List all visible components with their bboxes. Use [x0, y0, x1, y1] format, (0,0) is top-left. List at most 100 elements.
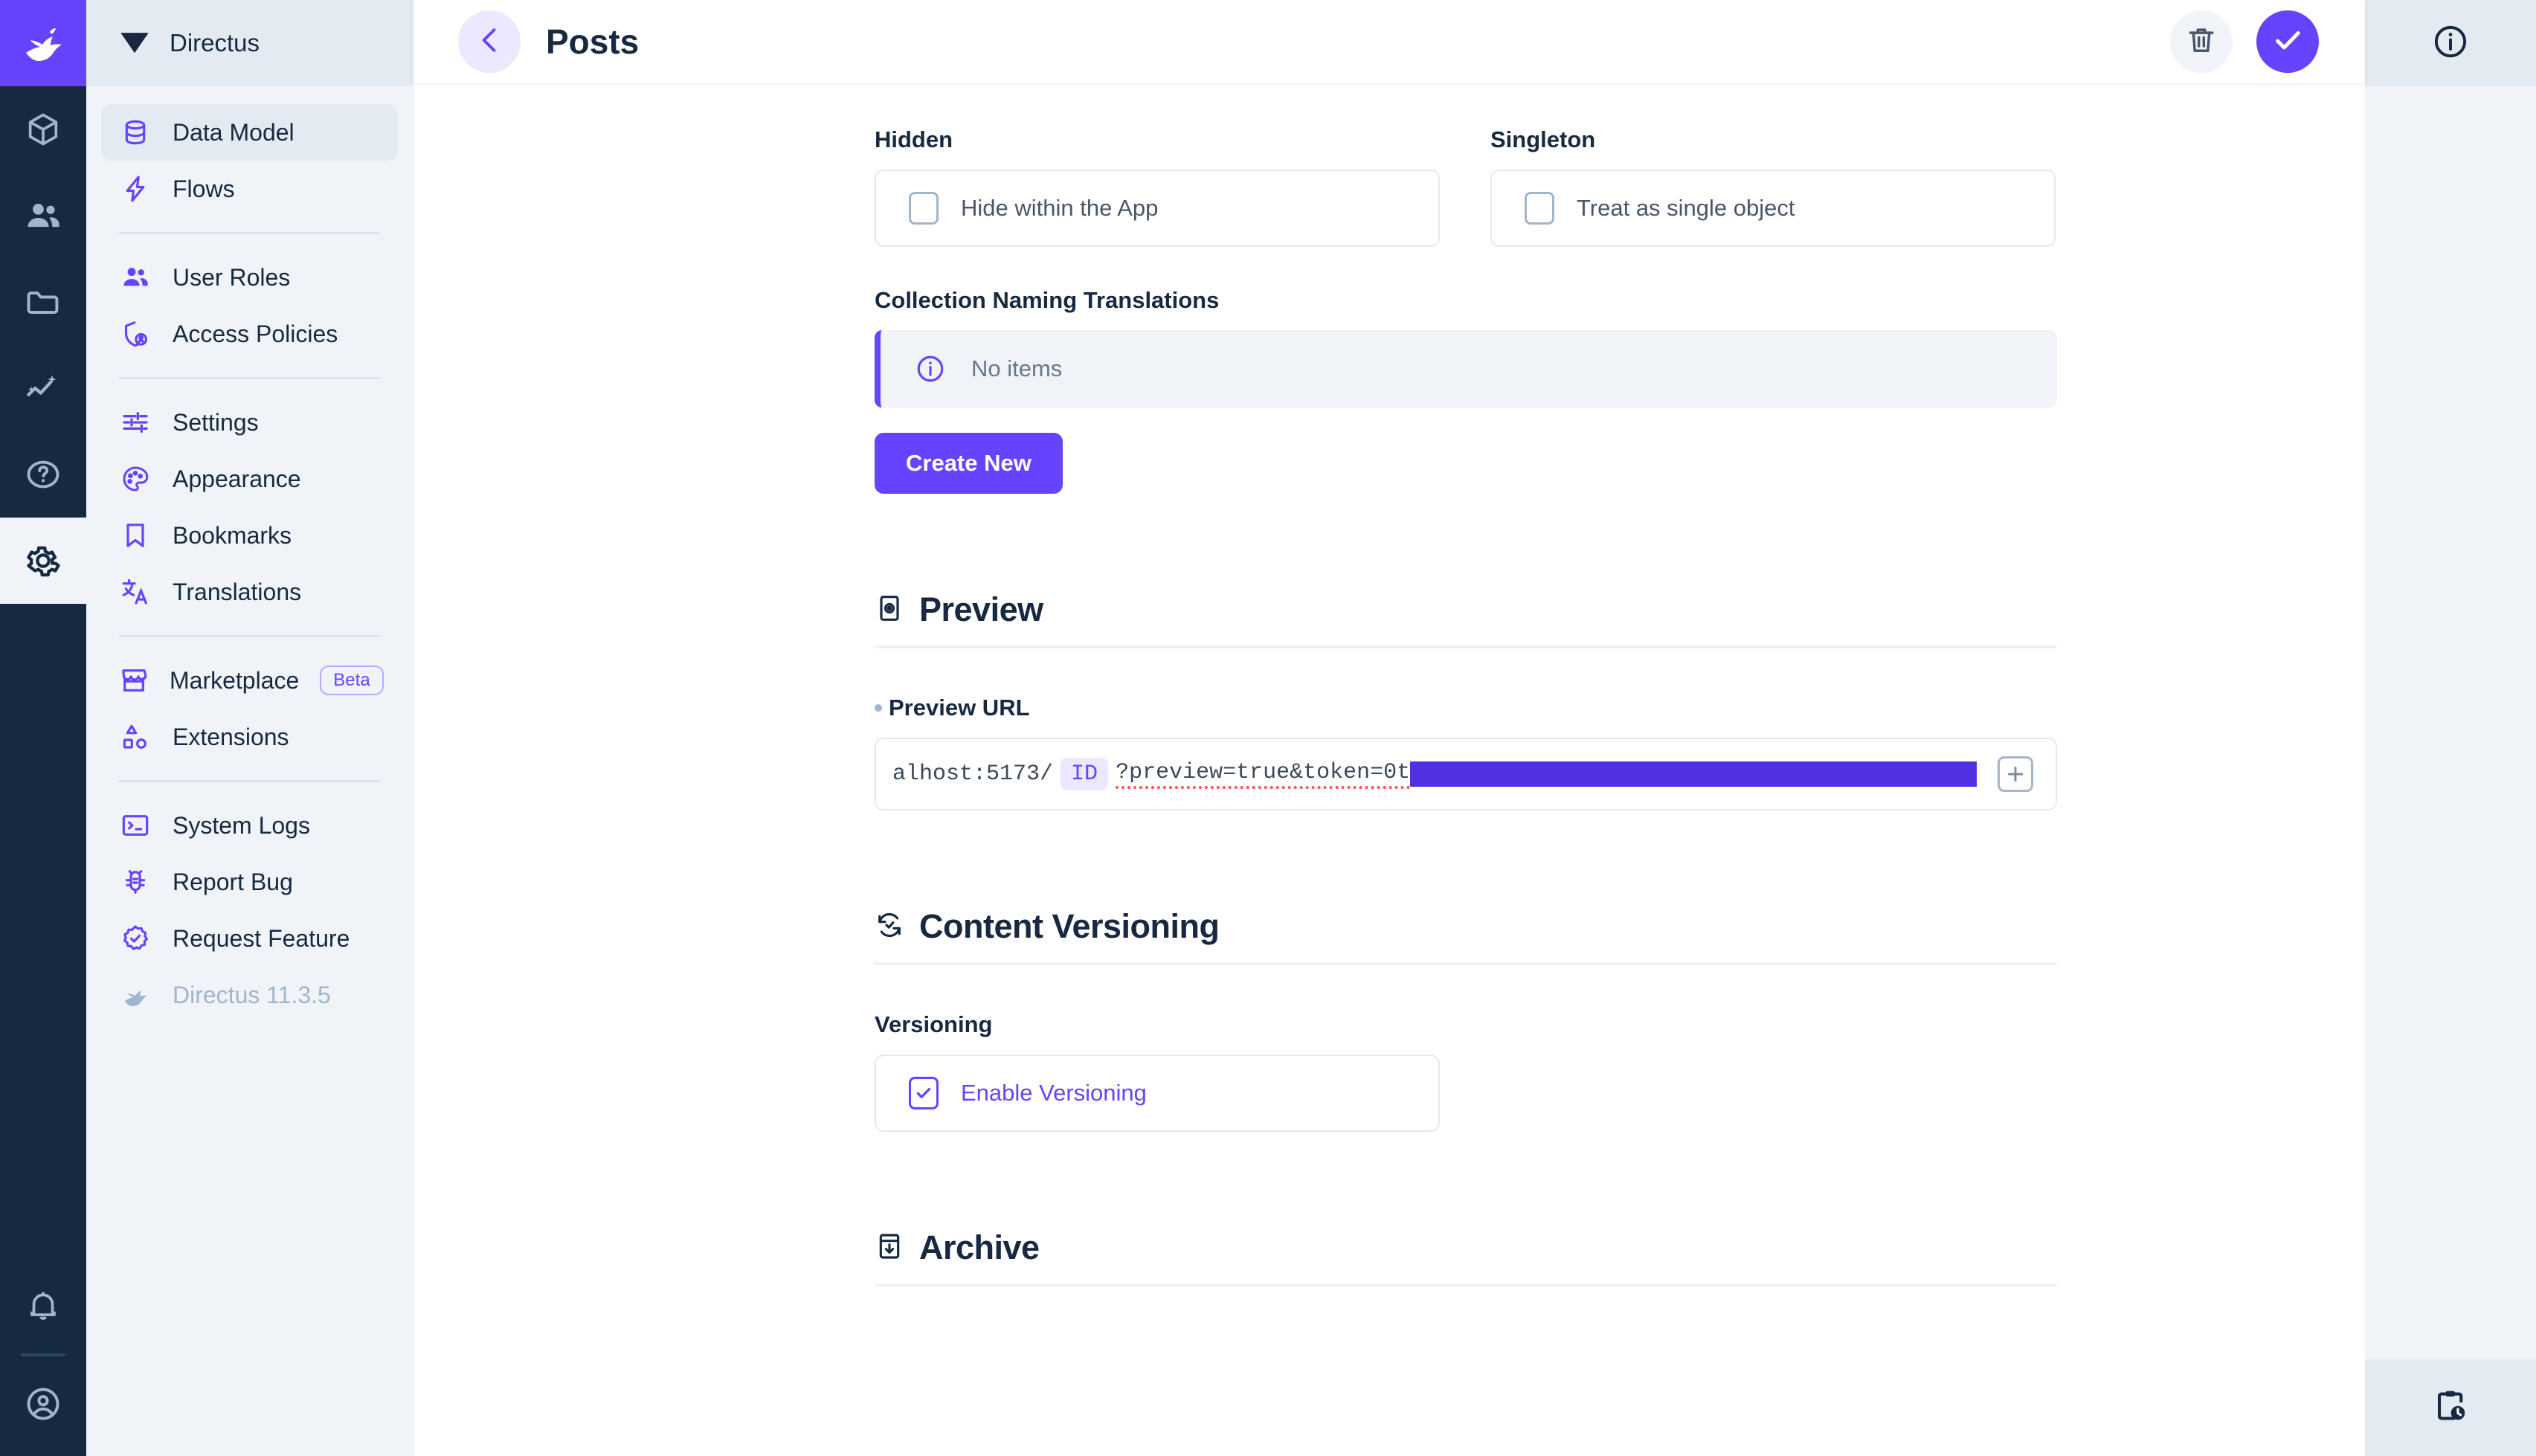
sidebar-item-appearance[interactable]: Appearance [101, 451, 398, 507]
preview-url-label-text: Preview URL [889, 695, 1030, 721]
sidebar-divider [119, 780, 380, 782]
rail-divider [21, 1353, 65, 1356]
sidebar-item-system-logs[interactable]: System Logs [101, 797, 398, 854]
content-versioning-section-header: Content Versioning [875, 907, 2057, 965]
checkbox-unchecked-icon[interactable] [909, 192, 939, 225]
rail-item-list [0, 86, 86, 604]
beta-badge: Beta [320, 666, 384, 695]
sidebar-item-label: Report Bug [173, 868, 293, 895]
hide-within-app-label: Hide within the App [961, 195, 1159, 221]
collection-naming-translations-field: Collection Naming Translations No items … [875, 287, 2057, 494]
shield-account-icon [119, 318, 152, 350]
sidebar-item-request-feature[interactable]: Request Feature [101, 910, 398, 967]
directus-logo[interactable] [0, 0, 86, 86]
sidebar-item-label: Marketplace [170, 666, 300, 694]
sidebar-item-report-bug[interactable]: Report Bug [101, 854, 398, 910]
no-items-notice: No items [875, 330, 2057, 408]
sidebar-item-user-roles[interactable]: User Roles [101, 249, 398, 306]
sidebar-item-version[interactable]: Directus 11.3.5 [101, 967, 398, 1023]
enable-versioning-label: Enable Versioning [961, 1080, 1147, 1106]
plus-icon[interactable] [1998, 756, 2033, 792]
rail-item-docs[interactable] [0, 431, 86, 518]
preview-eye-icon [875, 593, 904, 627]
preview-section-header: Preview [875, 590, 2057, 648]
checkbox-unchecked-icon[interactable] [1525, 192, 1554, 225]
sidebar-item-flows[interactable]: Flows [101, 161, 398, 217]
preview-url-label: Preview URL [875, 695, 2057, 721]
rail-item-settings[interactable] [0, 518, 86, 604]
header-actions [2170, 10, 2319, 73]
arrow-left-icon [473, 24, 506, 60]
sidebar-item-label: Request Feature [173, 924, 350, 952]
url-token-id-chip[interactable]: ID [1061, 758, 1109, 790]
settings-sidebar: Directus Data Model Flows [86, 0, 413, 1456]
directus-gem-icon [119, 29, 150, 58]
sidebar-item-label: Settings [173, 408, 259, 436]
hidden-label: Hidden [875, 126, 953, 152]
rail-item-files[interactable] [0, 259, 86, 345]
info-sidebar [2365, 0, 2536, 1456]
preview-url-field: Preview URL alhost:5173/ ID ?preview=tru… [875, 695, 2057, 811]
collection-naming-translations-label: Collection Naming Translations [875, 287, 1220, 313]
create-new-button[interactable]: Create New [875, 433, 1063, 494]
rail-item-account[interactable] [0, 1361, 86, 1447]
url-selected-text: eyJhbGciOiJIUzI1NiIsInR5cCI6IkpXVCJ9xxxx… [1410, 761, 1977, 787]
activity-log-button[interactable] [2365, 1359, 2536, 1456]
checkbox-checked-icon[interactable] [909, 1077, 939, 1109]
treat-as-single-object-checkbox-row[interactable]: Treat as single object [1490, 170, 2056, 247]
hidden-field: Hidden Hide within the App [875, 126, 1440, 247]
versioning-label: Versioning [875, 1011, 993, 1037]
treat-as-single-object-label: Treat as single object [1577, 195, 1795, 221]
sidebar-item-label: Data Model [173, 118, 295, 146]
preview-url-value[interactable]: alhost:5173/ ID ?preview=true&token=0t e… [892, 758, 1977, 790]
toggles-row: Hidden Hide within the App Singleton Tre… [875, 126, 2365, 247]
translate-icon [119, 576, 152, 608]
bookmark-icon [119, 519, 152, 552]
preview-url-input[interactable]: alhost:5173/ ID ?preview=true&token=0t e… [875, 738, 2057, 811]
directus-rabbit-icon [119, 979, 152, 1011]
terminal-icon [119, 809, 152, 842]
sidebar-item-translations[interactable]: Translations [101, 564, 398, 620]
check-icon [2271, 23, 2305, 61]
module-rail [0, 0, 86, 1456]
clipboard-clock-icon [2431, 1387, 2470, 1429]
sidebar-item-extensions[interactable]: Extensions [101, 709, 398, 765]
sidebar-divider [119, 635, 380, 637]
rail-item-insights[interactable] [0, 345, 86, 431]
delete-button[interactable] [2170, 10, 2233, 73]
versioning-field: Versioning Enable Versioning [875, 1011, 2057, 1132]
sidebar-title: Directus [170, 29, 260, 57]
sidebar-item-data-model[interactable]: Data Model [101, 104, 398, 161]
sidebar-item-bookmarks[interactable]: Bookmarks [101, 507, 398, 564]
rail-item-users[interactable] [0, 173, 86, 259]
sidebar-item-label: Access Policies [173, 320, 338, 347]
info-sidebar-toggle[interactable] [2365, 0, 2536, 86]
save-button[interactable] [2256, 10, 2319, 73]
singleton-label: Singleton [1490, 126, 1596, 152]
sidebar-item-label: User Roles [173, 263, 291, 291]
info-circle-icon [2432, 23, 2469, 64]
sidebar-item-access-policies[interactable]: Access Policies [101, 306, 398, 362]
sidebar-header: Directus [86, 0, 413, 86]
tune-icon [119, 406, 152, 439]
sidebar-item-marketplace[interactable]: Marketplace Beta [101, 652, 398, 709]
archive-icon [875, 1231, 904, 1265]
section-divider [875, 1283, 2057, 1286]
sidebar-nav: Data Model Flows User [86, 86, 413, 1023]
page-body: Hidden Hide within the App Singleton Tre… [413, 83, 2365, 1456]
rail-item-notifications[interactable] [0, 1263, 86, 1349]
rail-item-content[interactable] [0, 86, 86, 173]
sidebar-divider [119, 232, 380, 234]
enable-versioning-checkbox-row[interactable]: Enable Versioning [875, 1054, 1440, 1132]
bug-icon [119, 866, 152, 898]
url-text-segment: ?preview=true&token=0t [1116, 760, 1411, 789]
no-items-text: No items [971, 355, 1063, 381]
sidebar-item-settings[interactable]: Settings [101, 394, 398, 451]
main-page: Posts [413, 0, 2365, 1456]
hide-within-app-checkbox-row[interactable]: Hide within the App [875, 170, 1440, 247]
page-title: Posts [546, 22, 640, 61]
page-header: Posts [413, 0, 2365, 83]
trash-icon [2185, 24, 2218, 60]
singleton-field: Singleton Treat as single object [1490, 126, 2056, 247]
back-button[interactable] [458, 10, 521, 73]
